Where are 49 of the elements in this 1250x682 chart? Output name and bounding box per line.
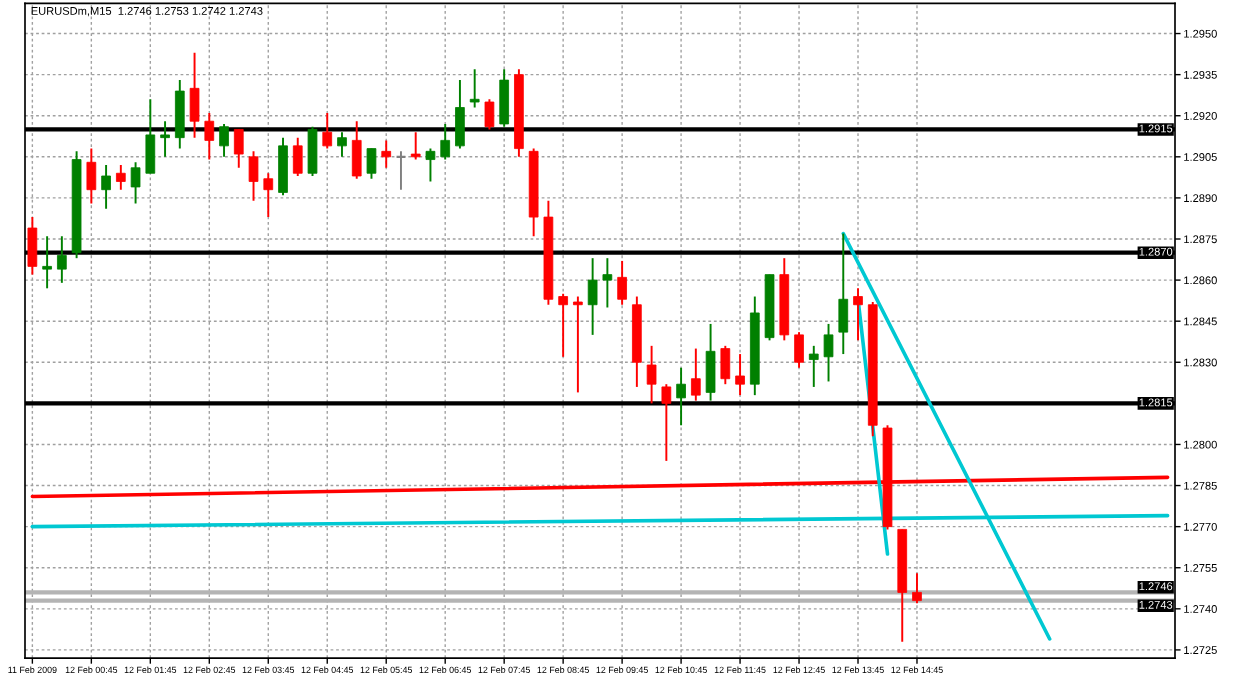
candlestick [86, 147, 97, 205]
candlestick [233, 128, 244, 169]
candlestick [808, 344, 819, 388]
candlestick [101, 164, 111, 210]
candlestick [366, 147, 377, 180]
candlestick [912, 572, 922, 605]
candlestick [248, 150, 259, 202]
candlestick [27, 216, 38, 276]
candlestick [381, 139, 392, 169]
candlestick [204, 112, 215, 161]
candlestick [130, 161, 141, 205]
candlestick [661, 383, 672, 462]
candlestick [278, 136, 288, 197]
candlestick [499, 68, 510, 128]
candlestick [160, 120, 170, 158]
candlestick [853, 287, 863, 342]
candlestick [823, 322, 834, 383]
candlestick [189, 51, 200, 139]
candlestick [602, 257, 613, 309]
candlestick [410, 131, 421, 161]
candlestick [735, 353, 745, 397]
candlestick [440, 122, 451, 161]
candlestick [57, 235, 67, 284]
candlestick [263, 172, 274, 219]
candlestick [794, 331, 804, 369]
candlestick [425, 147, 436, 183]
candlestick [455, 79, 465, 150]
candlestick [690, 347, 701, 402]
candlestick [587, 257, 598, 336]
candlestick [573, 295, 583, 394]
candlestick [469, 68, 480, 109]
candlestick [115, 164, 126, 191]
candlestick [705, 322, 716, 402]
candlestick [42, 235, 52, 290]
candlestick [646, 344, 657, 405]
candlestick [558, 292, 568, 358]
candlestick [322, 112, 333, 150]
candlestick [838, 232, 849, 356]
candlestick [720, 344, 731, 386]
candlestick [292, 136, 303, 177]
candlestick [617, 259, 627, 306]
candlestick [676, 366, 686, 427]
candlestick [219, 122, 229, 158]
candlestick [484, 98, 495, 131]
candlestick [337, 131, 347, 158]
candlestick [174, 79, 185, 150]
candlestick [351, 120, 362, 180]
candlestick [307, 125, 318, 177]
candlestick [145, 98, 156, 175]
